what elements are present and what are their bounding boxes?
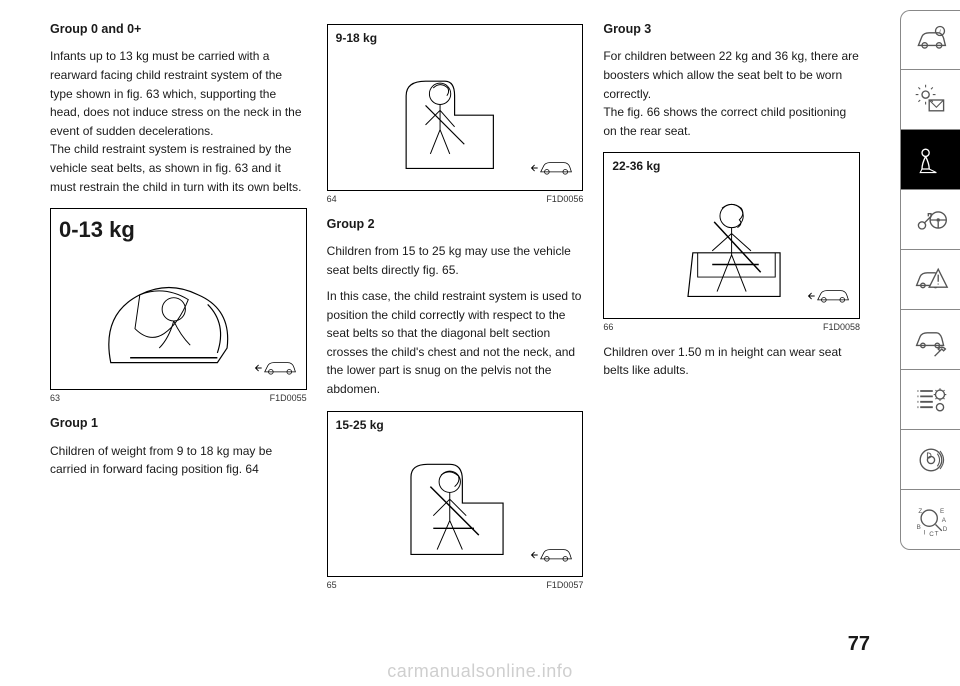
sidebar-tab-airbag[interactable] bbox=[900, 130, 960, 190]
list-gear-icon bbox=[913, 382, 949, 418]
figure-63-num: 63 bbox=[50, 392, 60, 406]
sidebar-tab-light-mail[interactable] bbox=[900, 70, 960, 130]
column-3: Group 3 For children between 22 kg and 3… bbox=[603, 20, 860, 636]
column-2: 9-18 kg 64 F1D0056 Group 2 Children from… bbox=[327, 20, 584, 636]
page-number: 77 bbox=[848, 633, 870, 656]
figure-63-label: 0-13 kg bbox=[51, 209, 306, 249]
magnify-letters-icon: Z EA BICTD bbox=[913, 502, 949, 538]
figure-64-caption: 64 F1D0056 bbox=[327, 191, 584, 207]
sidebar-tabs: i Z EA BICTD bbox=[900, 10, 960, 550]
column-1: Group 0 and 0+ Infants up to 13 kg must … bbox=[50, 20, 307, 636]
para-group2-2: In this case, the child restraint system… bbox=[327, 287, 584, 399]
figure-64-label: 9-18 kg bbox=[328, 25, 583, 50]
sidebar-tab-car-warning[interactable] bbox=[900, 250, 960, 310]
svg-text:T: T bbox=[934, 530, 938, 537]
svg-text:Z: Z bbox=[918, 507, 922, 514]
figure-65-image bbox=[328, 436, 583, 576]
figure-66-num: 66 bbox=[603, 321, 613, 335]
sidebar-tab-car-info[interactable]: i bbox=[900, 10, 960, 70]
heading-group3: Group 3 bbox=[603, 20, 860, 39]
para-group0: Infants up to 13 kg must be carried with… bbox=[50, 47, 307, 196]
figure-66-caption: 66 F1D0058 bbox=[603, 319, 860, 335]
figure-66-code: F1D0058 bbox=[823, 321, 860, 335]
para-group1: Children of weight from 9 to 18 kg may b… bbox=[50, 442, 307, 479]
svg-text:I: I bbox=[923, 529, 925, 536]
svg-text:D: D bbox=[942, 525, 947, 532]
svg-text:A: A bbox=[941, 516, 946, 523]
figure-65-label: 15-25 kg bbox=[328, 412, 583, 437]
heading-group2: Group 2 bbox=[327, 215, 584, 234]
airbag-icon bbox=[913, 142, 949, 178]
figure-64-num: 64 bbox=[327, 193, 337, 207]
car-pointer-icon bbox=[254, 358, 300, 384]
car-info-icon: i bbox=[913, 22, 949, 58]
svg-text:C: C bbox=[929, 531, 934, 538]
figure-66-image bbox=[604, 178, 859, 318]
car-warning-icon bbox=[913, 262, 949, 298]
figure-65-num: 65 bbox=[327, 579, 337, 593]
car-wrench-icon bbox=[913, 322, 949, 358]
figure-65-code: F1D0057 bbox=[546, 579, 583, 593]
sidebar-tab-list-gear[interactable] bbox=[900, 370, 960, 430]
car-pointer-icon bbox=[530, 545, 576, 571]
figure-63-code: F1D0055 bbox=[270, 392, 307, 406]
car-pointer-icon bbox=[807, 286, 853, 312]
sidebar-tab-car-wrench[interactable] bbox=[900, 310, 960, 370]
figure-65: 15-25 kg bbox=[327, 411, 584, 578]
para-group2-1: Children from 15 to 25 kg may use the ve… bbox=[327, 242, 584, 279]
figure-63-image bbox=[51, 249, 306, 389]
sidebar-tab-key-wheel[interactable] bbox=[900, 190, 960, 250]
figure-64: 9-18 kg bbox=[327, 24, 584, 191]
heading-group0: Group 0 and 0+ bbox=[50, 20, 307, 39]
audio-icon bbox=[913, 442, 949, 478]
figure-65-caption: 65 F1D0057 bbox=[327, 577, 584, 593]
car-pointer-icon bbox=[530, 158, 576, 184]
watermark-text: carmanualsonline.info bbox=[387, 661, 573, 682]
heading-group1: Group 1 bbox=[50, 414, 307, 433]
figure-63-caption: 63 F1D0055 bbox=[50, 390, 307, 406]
figure-64-image bbox=[328, 50, 583, 190]
para-group3-2: Children over 1.50 m in height can wear … bbox=[603, 343, 860, 380]
figure-63: 0-13 kg bbox=[50, 208, 307, 390]
figure-66: 22-36 kg bbox=[603, 152, 860, 319]
sidebar-tab-audio[interactable] bbox=[900, 430, 960, 490]
key-wheel-icon bbox=[913, 202, 949, 238]
sidebar-tab-magnify-letters[interactable]: Z EA BICTD bbox=[900, 490, 960, 550]
figure-66-label: 22-36 kg bbox=[604, 153, 859, 178]
figure-64-code: F1D0056 bbox=[546, 193, 583, 207]
light-mail-icon bbox=[913, 82, 949, 118]
para-group3-1: For children between 22 kg and 36 kg, th… bbox=[603, 47, 860, 140]
svg-text:E: E bbox=[940, 507, 944, 514]
svg-text:B: B bbox=[916, 524, 920, 531]
